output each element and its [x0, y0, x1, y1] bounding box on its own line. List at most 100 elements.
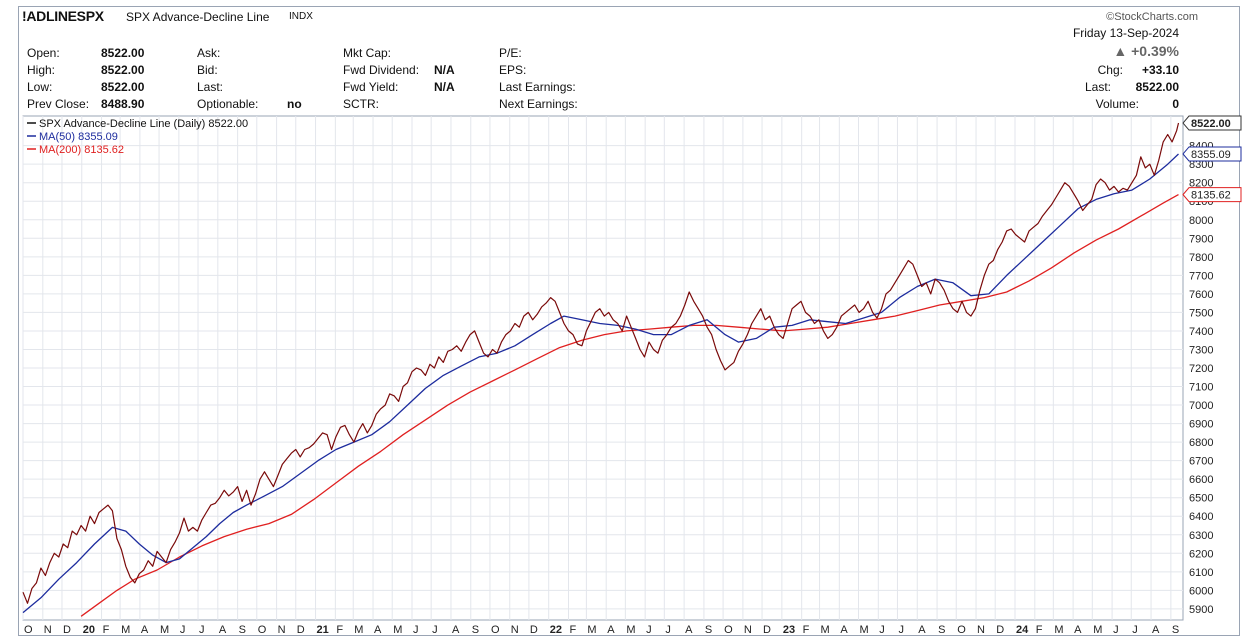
x-tick-label: J [1113, 624, 1119, 636]
x-tick-label: A [374, 624, 382, 636]
x-tick-label: S [1172, 624, 1179, 636]
y-tick-label: 6700 [1189, 456, 1213, 468]
chg-label: Chg: [1097, 63, 1123, 77]
y-tick-label: 7400 [1189, 326, 1213, 338]
x-tick-label: M [393, 624, 402, 636]
y-tick-label: 7500 [1189, 307, 1213, 319]
series-line-0 [22, 122, 1180, 604]
x-tick-label: N [278, 624, 286, 636]
value-tag-label: 8135.62 [1191, 190, 1231, 202]
x-tick-label: S [705, 624, 712, 636]
last-earnings-label: Last Earnings: [499, 80, 576, 94]
volume-value: 0 [1172, 97, 1179, 111]
x-tick-label: F [570, 624, 577, 636]
x-tick-label: F [103, 624, 110, 636]
y-tick-label: 6400 [1189, 511, 1213, 523]
x-tick-label: D [763, 624, 771, 636]
x-tick-label: 20 [83, 624, 95, 636]
x-tick-label: O [24, 624, 33, 636]
x-tick-label: 23 [783, 624, 795, 636]
x-tick-label: 24 [1016, 624, 1029, 636]
prev-close-value: 8488.90 [101, 97, 145, 111]
x-tick-label: O [724, 624, 733, 636]
open-label: Open: [27, 46, 60, 60]
high-label: High: [27, 63, 56, 77]
y-tick-label: 7000 [1189, 400, 1213, 412]
mkt-cap-label: Mkt Cap: [343, 46, 392, 60]
high-value: 8522.00 [101, 63, 145, 77]
x-tick-label: N [744, 624, 752, 636]
y-tick-label: 6300 [1189, 530, 1213, 542]
x-tick-label: J [432, 624, 438, 636]
pct-change-value: +0.39% [1131, 43, 1179, 59]
x-tick-label: M [1054, 624, 1063, 636]
sctr-label: SCTR: [343, 97, 379, 111]
y-tick-label: 7600 [1189, 289, 1213, 301]
x-tick-label: D [996, 624, 1004, 636]
value-tag-label: 8355.09 [1191, 149, 1231, 161]
x-tick-label: F [803, 624, 810, 636]
last-mid-label: Last: [197, 80, 224, 94]
x-tick-label: O [491, 624, 500, 636]
quote-date: Friday 13-Sep-2024 [1072, 26, 1179, 40]
x-tick-label: F [1036, 624, 1043, 636]
x-tick-label: A [219, 624, 227, 636]
security-name: SPX Advance-Decline Line [126, 10, 270, 24]
y-tick-label: 6600 [1189, 474, 1213, 486]
y-tick-label: 6100 [1189, 567, 1213, 579]
ticker-symbol: !ADLINESPX [22, 8, 104, 24]
x-tick-label: O [957, 624, 966, 636]
x-tick-label: J [665, 624, 671, 636]
series-line-2 [80, 194, 1179, 617]
x-tick-label: J [199, 624, 205, 636]
pct-change: ▲ +0.39% [1113, 43, 1179, 59]
x-tick-label: A [1074, 624, 1082, 636]
brand-label: ©StockCharts.com [1106, 11, 1198, 23]
y-tick-label: 8000 [1189, 215, 1213, 227]
last-label: Last: [1084, 80, 1111, 94]
y-tick-label: 7900 [1189, 233, 1213, 245]
bid-label: Bid: [197, 63, 218, 77]
legend-entry: SPX Advance-Decline Line (Daily) 8522.00 [39, 118, 248, 130]
x-tick-label: M [587, 624, 596, 636]
value-tag-box [1182, 187, 1242, 203]
x-tick-label: J [646, 624, 652, 636]
x-tick-label: J [898, 624, 904, 636]
x-tick-label: M [860, 624, 869, 636]
optionable-label: Optionable: [197, 97, 259, 111]
y-tick-label: 7700 [1189, 270, 1213, 282]
x-tick-label: J [879, 624, 885, 636]
fwd-dividend-label: Fwd Dividend: [343, 63, 420, 77]
y-tick-label: 7300 [1189, 344, 1213, 356]
y-tick-label: 5900 [1189, 604, 1213, 616]
x-tick-label: A [918, 624, 926, 636]
x-tick-label: O [258, 624, 267, 636]
next-earnings-label: Next Earnings: [499, 97, 578, 111]
y-tick-label: 7800 [1189, 252, 1213, 264]
title-bar: !ADLINESPX SPX Advance-Decline Line INDX… [20, 8, 1220, 24]
up-arrow-icon: ▲ [1113, 43, 1132, 59]
series-line-1 [22, 153, 1179, 614]
last-value: 8522.00 [1135, 80, 1179, 94]
fwd-yield-value: N/A [434, 80, 455, 94]
chg-value: +33.10 [1141, 63, 1179, 77]
x-tick-label: J [413, 624, 419, 636]
x-tick-label: J [1132, 624, 1138, 636]
x-tick-label: 22 [550, 624, 562, 636]
x-tick-label: A [452, 624, 460, 636]
x-tick-label: D [63, 624, 71, 636]
y-tick-label: 6500 [1189, 493, 1213, 505]
x-tick-label: N [44, 624, 52, 636]
x-tick-label: M [121, 624, 130, 636]
x-tick-label: M [626, 624, 635, 636]
x-tick-label: A [1152, 624, 1160, 636]
x-tick-label: F [336, 624, 343, 636]
x-tick-label: S [938, 624, 945, 636]
ask-label: Ask: [197, 46, 221, 60]
prev-close-label: Prev Close: [27, 97, 90, 111]
x-tick-label: A [685, 624, 693, 636]
x-tick-label: S [239, 624, 246, 636]
x-tick-label: J [180, 624, 186, 636]
y-tick-label: 8200 [1189, 178, 1213, 190]
